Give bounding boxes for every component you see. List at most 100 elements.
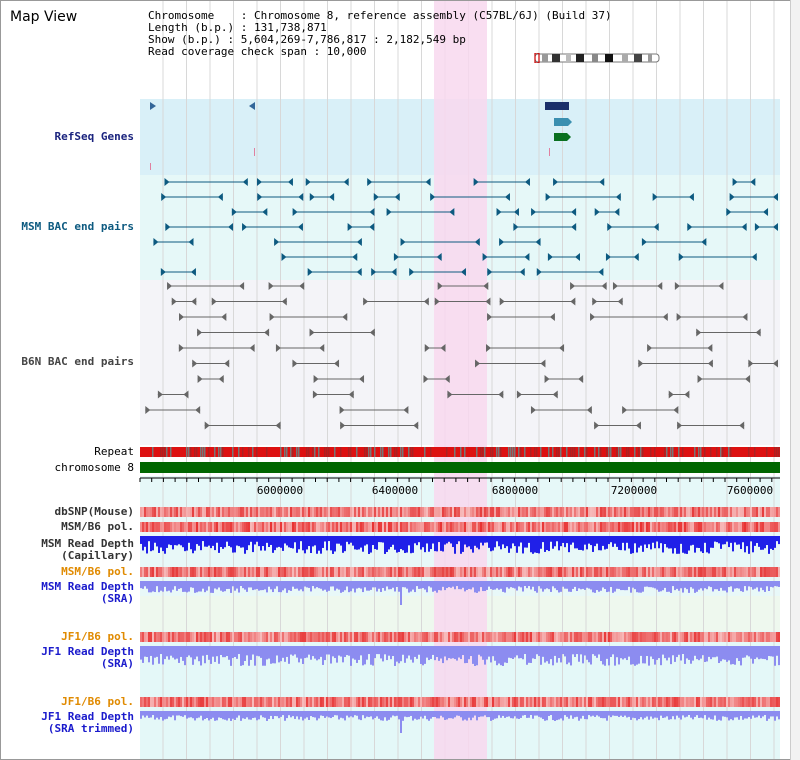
repeat-block bbox=[518, 447, 520, 457]
repeat-block bbox=[570, 447, 572, 457]
track-label-chromosome[interactable]: chromosome 8 bbox=[54, 461, 134, 474]
heat-cell bbox=[252, 567, 254, 577]
depth-bar bbox=[304, 581, 306, 587]
heat-cell bbox=[384, 522, 386, 532]
heat-cell bbox=[574, 697, 576, 707]
heat-cell bbox=[514, 522, 516, 532]
track-label-repeat[interactable]: Repeat bbox=[94, 445, 134, 458]
repeat-block bbox=[610, 447, 612, 457]
depth-bar bbox=[392, 646, 394, 657]
heat-cell bbox=[394, 697, 396, 707]
heat-cell bbox=[348, 632, 350, 642]
heat-cell bbox=[696, 522, 698, 532]
track-label-dbsnp[interactable]: dbSNP(Mouse) bbox=[54, 505, 134, 518]
heat-cell bbox=[202, 697, 204, 707]
heat-cell bbox=[210, 567, 212, 577]
track-label-jf1-depth-trimmed[interactable]: JF1 Read Depth (SRA trimmed) bbox=[4, 711, 134, 735]
heat-cell bbox=[244, 567, 246, 577]
depth-bar bbox=[530, 711, 532, 716]
vertical-scrollbar[interactable] bbox=[790, 0, 800, 760]
heat-cell bbox=[350, 567, 352, 577]
repeat-block bbox=[514, 447, 516, 457]
track-label-jf1-pol[interactable]: JF1/B6 pol. bbox=[61, 630, 134, 643]
heat-cell bbox=[312, 567, 314, 577]
axis-tick-label: 7200000 bbox=[610, 484, 658, 497]
heat-cell bbox=[358, 632, 360, 642]
heat-cell bbox=[170, 697, 172, 707]
track-label-msm-pol-sra[interactable]: MSM/B6 pol. bbox=[61, 565, 134, 578]
heat-cell bbox=[768, 522, 770, 532]
track-label-msm-depth-sra[interactable]: MSM Read Depth (SRA) bbox=[4, 581, 134, 605]
depth-bar bbox=[714, 581, 716, 590]
depth-bar bbox=[500, 646, 502, 666]
repeat-block bbox=[410, 447, 412, 457]
heat-cell bbox=[336, 507, 338, 517]
depth-bar bbox=[650, 646, 652, 657]
heat-cell bbox=[738, 507, 740, 517]
heat-cell bbox=[534, 567, 536, 577]
depth-bar bbox=[642, 536, 644, 552]
track-label-jf1-pol-trimmed[interactable]: JF1/B6 pol. bbox=[61, 695, 134, 708]
repeat-block bbox=[248, 447, 250, 457]
heat-cell bbox=[766, 632, 768, 642]
heat-cell bbox=[364, 522, 366, 532]
heat-cell bbox=[294, 522, 296, 532]
heat-cell bbox=[350, 522, 352, 532]
heat-cell bbox=[330, 507, 332, 517]
depth-bar bbox=[498, 581, 500, 590]
depth-bar bbox=[726, 646, 728, 662]
repeat-block bbox=[672, 447, 674, 457]
heat-cell bbox=[480, 697, 482, 707]
track-label-jf1-depth[interactable]: JF1 Read Depth (SRA) bbox=[4, 646, 134, 670]
heat-cell bbox=[184, 632, 186, 642]
heat-cell bbox=[174, 697, 176, 707]
heat-cell bbox=[234, 522, 236, 532]
depth-bar bbox=[562, 581, 564, 587]
track-label-b6n-bac[interactable]: B6N BAC end pairs bbox=[21, 355, 134, 368]
depth-bar bbox=[698, 646, 700, 661]
depth-bar bbox=[724, 646, 726, 660]
track-label-msm-depth-capillary[interactable]: MSM Read Depth (Capillary) bbox=[4, 538, 134, 562]
heat-cell bbox=[210, 632, 212, 642]
depth-bar bbox=[406, 646, 408, 659]
track-label-refseq[interactable]: RefSeq Genes bbox=[54, 130, 134, 143]
heat-cell bbox=[306, 507, 308, 517]
heat-cell bbox=[640, 522, 642, 532]
depth-bar bbox=[510, 646, 512, 659]
heat-cell bbox=[184, 697, 186, 707]
bac-end-marker bbox=[171, 297, 177, 306]
heat-cell bbox=[700, 567, 702, 577]
axis-tick-label: 6800000 bbox=[491, 484, 539, 497]
depth-bar bbox=[430, 581, 432, 588]
heat-cell bbox=[200, 567, 202, 577]
bac-end-marker bbox=[413, 421, 419, 430]
depth-bar bbox=[736, 581, 738, 589]
depth-bar bbox=[550, 711, 552, 716]
repeat-block bbox=[430, 447, 432, 457]
depth-bar bbox=[382, 711, 384, 721]
bac-end-marker bbox=[474, 238, 480, 246]
depth-bar bbox=[718, 646, 720, 664]
chromosome-ideogram[interactable] bbox=[530, 53, 660, 63]
depth-bar bbox=[766, 536, 768, 546]
heat-cell bbox=[428, 522, 430, 532]
heat-cell bbox=[696, 567, 698, 577]
bac-end-marker bbox=[612, 282, 618, 290]
depth-bar bbox=[498, 536, 500, 547]
heat-cell bbox=[386, 697, 388, 707]
depth-bar bbox=[286, 711, 288, 719]
heat-cell bbox=[718, 697, 720, 707]
heat-cell bbox=[314, 697, 316, 707]
depth-bar bbox=[770, 536, 772, 549]
heat-cell bbox=[232, 522, 234, 532]
heat-cell bbox=[638, 567, 640, 577]
heat-cell bbox=[440, 632, 442, 642]
heat-cell bbox=[420, 567, 422, 577]
track-label-msm-bac[interactable]: MSM BAC end pairs bbox=[21, 220, 134, 233]
heat-cell bbox=[518, 632, 520, 642]
track-label-msm-pol[interactable]: MSM/B6 pol. bbox=[61, 520, 134, 533]
depth-bar bbox=[516, 581, 518, 591]
heat-cell bbox=[290, 507, 292, 517]
heat-cell bbox=[248, 567, 250, 577]
